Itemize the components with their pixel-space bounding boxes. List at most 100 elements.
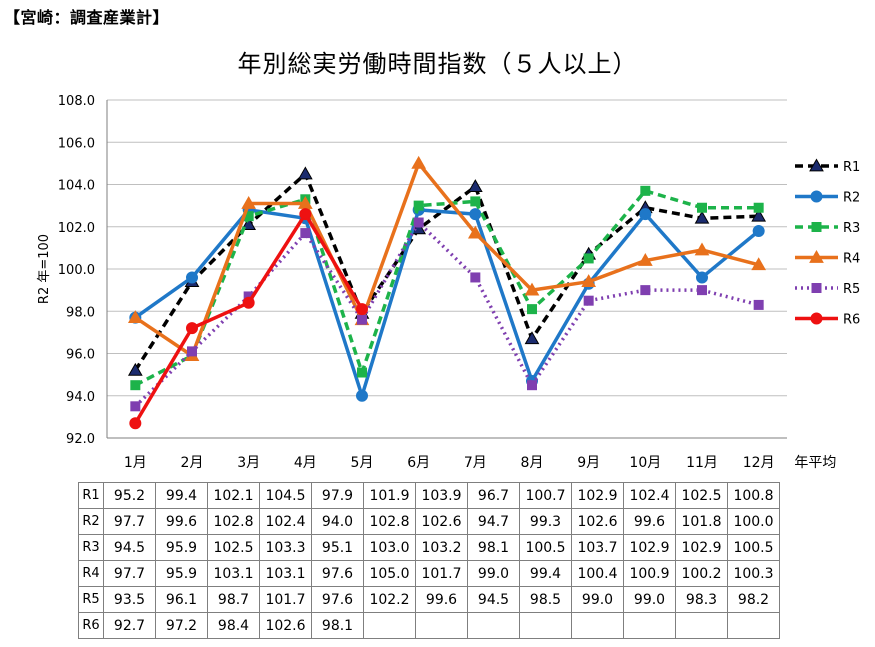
- x-tick-label: 年平均: [794, 455, 836, 471]
- table-cell: 94.5: [467, 586, 520, 613]
- table-cell: 100.3: [727, 560, 780, 587]
- y-tick-label: 92.0: [66, 432, 95, 447]
- x-tick-label: 6月: [407, 455, 430, 471]
- x-tick-label: 4月: [294, 455, 317, 471]
- table-cell: 99.6: [155, 508, 208, 535]
- legend: R1 R2 R3 R4 R5 R6: [795, 158, 860, 328]
- legend-label: R3: [843, 221, 860, 236]
- x-tick-label: 10月: [629, 455, 661, 471]
- data-point: [186, 271, 198, 284]
- series-line-r2: [134, 208, 760, 398]
- legend-label: R4: [843, 252, 860, 267]
- y-tick-label: 106.0: [58, 136, 95, 151]
- table-cell: 97.6: [311, 586, 364, 613]
- table-cell: [675, 612, 728, 639]
- data-point: [300, 228, 311, 239]
- data-point: [243, 211, 254, 222]
- table-cell: 99.4: [155, 482, 208, 509]
- table-cell: 102.5: [675, 482, 728, 509]
- y-tick-label: 94.0: [66, 390, 95, 405]
- table-cell: 92.7: [103, 612, 156, 639]
- legend-marker: [810, 312, 823, 325]
- series-line-r4: [134, 161, 760, 358]
- table-cell: 100.9: [623, 560, 676, 587]
- table-cell: 103.1: [207, 560, 260, 587]
- table-cell: 99.6: [623, 508, 676, 535]
- table-cell: 102.4: [623, 482, 676, 509]
- data-point: [356, 389, 368, 402]
- table-cell: 100.0: [727, 508, 780, 535]
- table-cell: 99.4: [519, 560, 572, 587]
- table-cell: 103.1: [259, 560, 312, 587]
- legend-marker: [809, 249, 824, 263]
- table-cell: 103.2: [415, 534, 468, 561]
- data-point: [583, 253, 594, 264]
- data-point: [696, 271, 708, 284]
- x-tick-labels: 1月 2月 3月 4月 5月 6月 7月 8月 9月 10月 11月 12月 年平均: [124, 455, 836, 471]
- data-point: [524, 331, 540, 345]
- table-cell: 100.7: [519, 482, 572, 509]
- legend-item-r4: R4: [795, 249, 860, 267]
- table-cell: 102.6: [571, 508, 624, 535]
- table-cell: 103.0: [363, 534, 416, 561]
- table-cell: [415, 612, 468, 639]
- data-point: [242, 296, 255, 309]
- data-point: [357, 314, 367, 325]
- table-cell: 103.7: [571, 534, 624, 561]
- table-cell: 102.4: [259, 508, 312, 535]
- table-cell: [623, 612, 676, 639]
- table-cell: 95.9: [155, 560, 208, 587]
- table-cell: 105.0: [363, 560, 416, 587]
- data-point: [299, 208, 312, 221]
- table-cell: 98.2: [727, 586, 780, 613]
- table-cell: 102.6: [415, 508, 468, 535]
- legend-marker: [811, 283, 822, 293]
- data-point: [753, 299, 764, 310]
- legend-item-r6: R6: [795, 312, 860, 328]
- y-tick-label: 104.0: [58, 179, 95, 194]
- table-cell: 95.1: [311, 534, 364, 561]
- table-cell: 103.9: [415, 482, 468, 509]
- data-point: [243, 291, 254, 302]
- x-tick-label: 11月: [686, 455, 718, 471]
- data-point: [640, 185, 651, 196]
- x-tick-label: 2月: [181, 455, 204, 471]
- table-cell: [363, 612, 416, 639]
- table-cell: 98.7: [207, 586, 260, 613]
- table-cell: 99.3: [519, 508, 572, 535]
- data-point: [694, 210, 710, 224]
- data-point: [637, 253, 653, 266]
- y-tick-label: 98.0: [66, 305, 95, 320]
- data-point: [470, 272, 481, 283]
- data-point: [411, 221, 427, 235]
- data-point: [469, 208, 482, 221]
- table-cell: 98.3: [675, 586, 728, 613]
- table-row-header: R3: [78, 534, 104, 561]
- table-cell: [727, 612, 780, 639]
- table-cell: 96.7: [467, 482, 520, 509]
- table-cell: 102.8: [363, 508, 416, 535]
- table-cell: 94.5: [103, 534, 156, 561]
- table-row-header: R6: [78, 612, 104, 639]
- data-point: [413, 217, 424, 228]
- data-point: [639, 208, 652, 221]
- table-cell: [467, 612, 520, 639]
- table-cell: 97.6: [311, 560, 364, 587]
- data-point: [129, 417, 142, 430]
- table-cell: 95.9: [155, 534, 208, 561]
- series-r4: [127, 155, 767, 361]
- table-cell: 101.7: [259, 586, 312, 613]
- table-cell: 98.1: [467, 534, 520, 561]
- table-row: R4 97.7 95.9 103.1 103.1 97.6 105.0 101.7 99.0 99…: [78, 560, 780, 587]
- table-cell: 102.1: [207, 482, 260, 509]
- table-cell: 104.5: [259, 482, 312, 509]
- data-point: [357, 367, 367, 378]
- table-cell: 99.0: [467, 560, 520, 587]
- x-tick-label: 12月: [743, 455, 775, 471]
- table-cell: 94.0: [311, 508, 364, 535]
- series-lines: [127, 155, 767, 430]
- y-tick-labels: 92.0 94.0 96.0 98.0 100.0 102.0 104.0 106.0 108.…: [58, 94, 95, 447]
- data-point: [467, 179, 483, 192]
- table-cell: 95.2: [103, 482, 156, 509]
- series-line-r1: [133, 172, 759, 372]
